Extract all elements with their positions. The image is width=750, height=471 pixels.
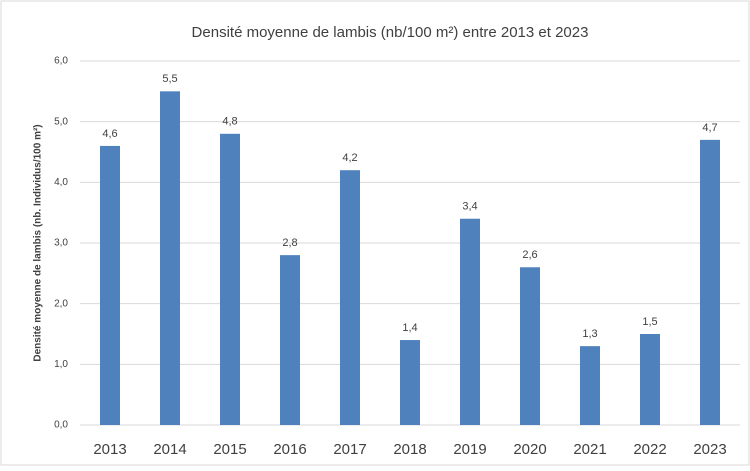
bar (700, 139, 720, 425)
bar (580, 346, 600, 425)
y-tick-label: 5,0 (54, 116, 68, 127)
y-tick-label: 3,0 (54, 238, 68, 249)
bar (400, 340, 420, 425)
x-tick-label: 2017 (333, 441, 366, 458)
x-tick-label: 2020 (513, 441, 546, 458)
x-tick-label: 2023 (693, 441, 726, 458)
chart-title: Densité moyenne de lambis (nb/100 m²) en… (192, 24, 589, 41)
bar (100, 145, 120, 425)
data-label: 1,4 (402, 322, 417, 334)
data-label: 4,7 (702, 122, 717, 134)
bar (340, 170, 360, 425)
y-tick-label: 6,0 (54, 56, 68, 67)
bar (280, 255, 300, 425)
data-label: 4,6 (102, 128, 117, 140)
data-label: 2,8 (282, 237, 297, 249)
bar (520, 267, 540, 425)
x-tick-label: 2021 (573, 441, 606, 458)
x-tick-label: 2014 (153, 441, 186, 458)
y-tick-label: 0,0 (54, 420, 68, 431)
x-tick-label: 2015 (213, 441, 246, 458)
y-axis-label: Densité moyenne de lambis (nb. Individus… (33, 124, 44, 361)
data-label: 2,6 (522, 249, 537, 261)
x-tick-label: 2016 (273, 441, 306, 458)
x-tick-label: 2022 (633, 441, 666, 458)
bar (220, 133, 240, 426)
x-tick-label: 2019 (453, 441, 486, 458)
data-label: 1,3 (582, 328, 597, 340)
data-label: 3,4 (462, 201, 477, 213)
bar (160, 91, 180, 425)
y-tick-label: 4,0 (54, 177, 68, 188)
x-tick-label: 2013 (93, 441, 126, 458)
bar (460, 218, 480, 425)
data-label: 4,8 (222, 116, 237, 128)
y-tick-label: 1,0 (54, 359, 68, 370)
x-tick-label: 2018 (393, 441, 426, 458)
data-label: 1,5 (642, 316, 657, 328)
y-tick-label: 2,0 (54, 298, 68, 309)
data-label: 4,2 (342, 152, 357, 164)
data-label: 5,5 (162, 73, 177, 85)
bar (640, 334, 660, 425)
